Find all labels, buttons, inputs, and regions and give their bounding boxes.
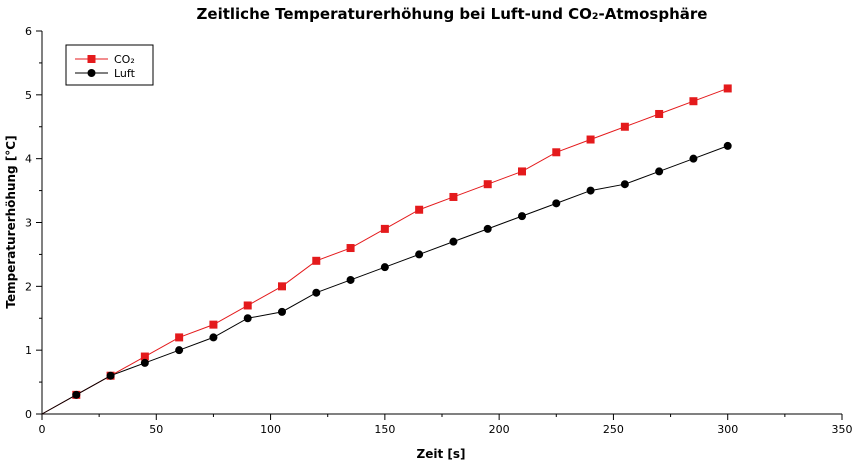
data-point-square bbox=[552, 148, 561, 157]
data-point-circle bbox=[620, 180, 629, 189]
data-point-square bbox=[449, 192, 458, 201]
data-point-square bbox=[209, 320, 218, 329]
data-point-circle bbox=[449, 237, 458, 246]
x-tick-label: 250 bbox=[603, 423, 624, 436]
data-point-square bbox=[243, 301, 252, 310]
data-point-square bbox=[483, 180, 492, 189]
data-point-square bbox=[586, 135, 595, 144]
data-point-square bbox=[175, 333, 184, 342]
data-point-square bbox=[380, 224, 389, 233]
y-tick-label: 2 bbox=[25, 280, 32, 293]
x-tick-label: 150 bbox=[374, 423, 395, 436]
data-point-square bbox=[312, 256, 321, 265]
data-point-circle bbox=[175, 346, 184, 355]
x-tick-label: 50 bbox=[149, 423, 163, 436]
x-tick-label: 100 bbox=[260, 423, 281, 436]
data-point-circle bbox=[655, 167, 664, 176]
data-point-circle bbox=[518, 212, 526, 221]
data-point-circle bbox=[243, 314, 252, 323]
data-point-circle bbox=[278, 307, 286, 316]
data-point-square bbox=[723, 84, 732, 93]
data-point-circle bbox=[415, 250, 424, 259]
chart-title: Zeitliche Temperaturerhöhung bei Luft-un… bbox=[197, 5, 708, 23]
x-axis-label: Zeit [s] bbox=[417, 447, 466, 461]
data-point-square bbox=[620, 122, 629, 131]
data-point-square bbox=[415, 205, 424, 214]
legend-label: CO₂ bbox=[114, 53, 135, 66]
y-axis-label: Temperaturerhöhung [°C] bbox=[4, 135, 18, 308]
y-tick-label: 6 bbox=[25, 25, 32, 38]
plot-area: 0 50 100 150 200 250 300 350 0 1 2 3 4 5 6 bbox=[25, 25, 853, 436]
y-tick-label: 1 bbox=[25, 344, 32, 357]
x-tick-label: 0 bbox=[39, 423, 46, 436]
x-tick-label: 300 bbox=[717, 423, 738, 436]
legend-marker-square bbox=[87, 55, 96, 63]
legend-marker-circle bbox=[87, 69, 96, 77]
data-point-circle bbox=[689, 154, 698, 163]
data-point-circle bbox=[312, 288, 321, 297]
data-point-square bbox=[689, 97, 698, 106]
data-point-circle bbox=[106, 371, 115, 380]
data-point-circle bbox=[483, 224, 492, 233]
x-tick-label: 200 bbox=[489, 423, 510, 436]
legend-label: Luft bbox=[114, 67, 136, 80]
data-point-square bbox=[140, 352, 149, 361]
data-point-circle bbox=[209, 333, 218, 342]
y-tick-label: 5 bbox=[25, 89, 32, 102]
data-point-circle bbox=[72, 390, 81, 399]
y-tick-label: 3 bbox=[25, 217, 32, 230]
x-tick-label: 350 bbox=[832, 423, 853, 436]
data-point-square bbox=[518, 167, 526, 176]
data-point-circle bbox=[380, 263, 389, 272]
data-point-circle bbox=[552, 199, 561, 208]
data-point-square bbox=[278, 282, 286, 291]
data-point-square bbox=[655, 109, 664, 118]
data-point-square bbox=[346, 244, 355, 253]
data-point-circle bbox=[346, 275, 355, 284]
data-point-circle bbox=[723, 141, 732, 150]
legend-box bbox=[65, 44, 154, 86]
y-tick-label: 0 bbox=[25, 408, 32, 421]
data-point-circle bbox=[586, 186, 595, 195]
y-tick-label: 4 bbox=[25, 153, 32, 166]
data-point-circle bbox=[140, 358, 149, 367]
